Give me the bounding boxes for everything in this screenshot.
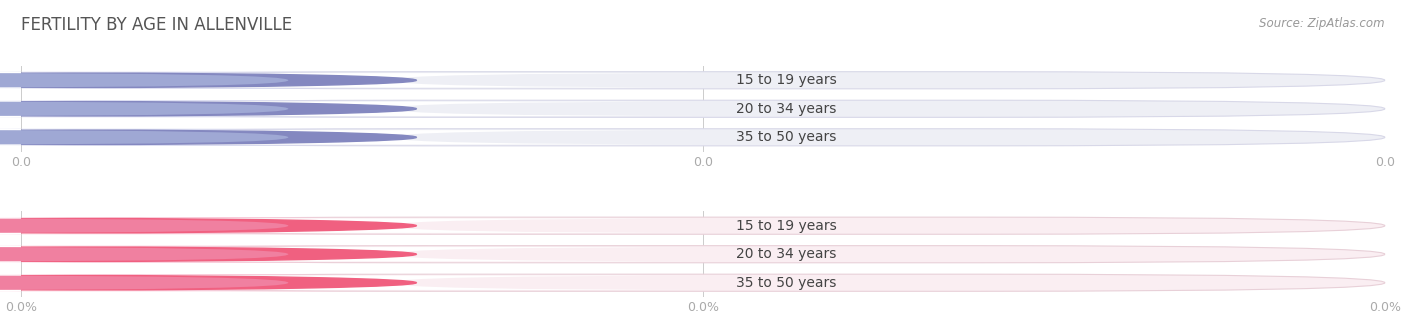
Text: 15 to 19 years: 15 to 19 years — [735, 73, 837, 87]
FancyBboxPatch shape — [0, 276, 288, 290]
Text: Source: ZipAtlas.com: Source: ZipAtlas.com — [1260, 16, 1385, 29]
FancyBboxPatch shape — [0, 73, 288, 87]
Text: 20 to 34 years: 20 to 34 years — [735, 102, 837, 116]
FancyBboxPatch shape — [0, 276, 733, 290]
FancyBboxPatch shape — [0, 102, 733, 116]
Circle shape — [0, 218, 416, 233]
FancyBboxPatch shape — [0, 218, 288, 233]
Circle shape — [0, 102, 416, 116]
FancyBboxPatch shape — [0, 100, 430, 117]
FancyBboxPatch shape — [0, 72, 430, 89]
Text: 15 to 19 years: 15 to 19 years — [735, 219, 837, 233]
FancyBboxPatch shape — [0, 218, 733, 233]
FancyBboxPatch shape — [21, 217, 1385, 234]
FancyBboxPatch shape — [0, 73, 733, 87]
FancyBboxPatch shape — [21, 274, 1385, 291]
FancyBboxPatch shape — [0, 247, 288, 261]
FancyBboxPatch shape — [21, 72, 1385, 89]
FancyBboxPatch shape — [21, 129, 1385, 146]
FancyBboxPatch shape — [0, 130, 288, 145]
FancyBboxPatch shape — [0, 274, 430, 291]
FancyBboxPatch shape — [0, 129, 430, 146]
FancyBboxPatch shape — [0, 130, 733, 145]
FancyBboxPatch shape — [21, 246, 1385, 263]
FancyBboxPatch shape — [0, 247, 733, 261]
FancyBboxPatch shape — [0, 102, 288, 116]
Circle shape — [0, 73, 416, 87]
Circle shape — [0, 130, 416, 145]
Circle shape — [0, 247, 416, 261]
FancyBboxPatch shape — [0, 246, 430, 263]
Text: 20 to 34 years: 20 to 34 years — [735, 247, 837, 261]
Text: FERTILITY BY AGE IN ALLENVILLE: FERTILITY BY AGE IN ALLENVILLE — [21, 16, 292, 35]
Circle shape — [0, 276, 416, 290]
FancyBboxPatch shape — [21, 100, 1385, 117]
Text: 35 to 50 years: 35 to 50 years — [735, 130, 837, 144]
Text: 35 to 50 years: 35 to 50 years — [735, 276, 837, 290]
FancyBboxPatch shape — [0, 217, 430, 234]
